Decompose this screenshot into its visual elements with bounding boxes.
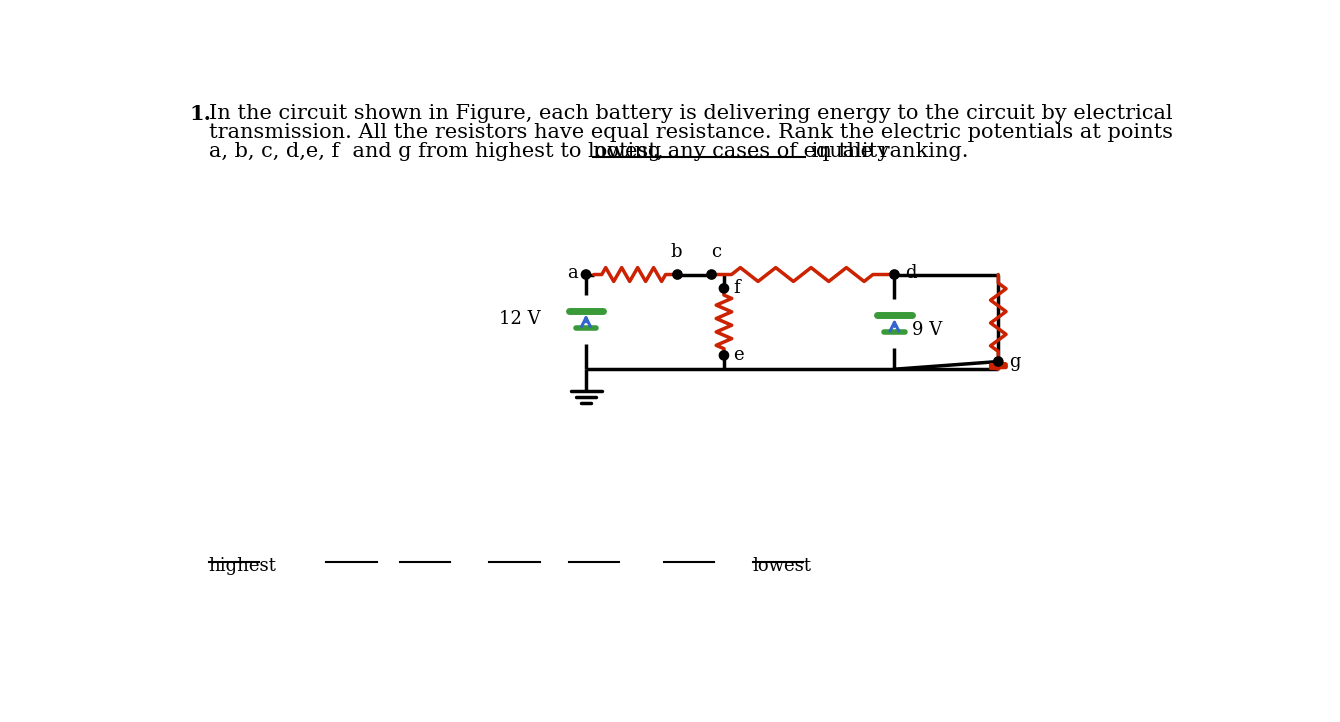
Circle shape [890, 270, 899, 279]
Text: In the circuit shown in Figure, each battery is delivering energy to the circuit: In the circuit shown in Figure, each bat… [209, 103, 1172, 123]
Text: f: f [733, 279, 740, 297]
Circle shape [720, 351, 729, 360]
Text: transmission. All the resistors have equal resistance. Rank the electric potenti: transmission. All the resistors have equ… [209, 123, 1172, 142]
Text: a, b, c, d,e, f  and g from highest to lowest,: a, b, c, d,e, f and g from highest to lo… [209, 142, 670, 161]
Text: lowest: lowest [753, 557, 812, 575]
Circle shape [708, 270, 716, 279]
Text: 1.: 1. [189, 103, 212, 123]
Text: a: a [568, 264, 579, 282]
Text: c: c [712, 243, 721, 261]
Text: 12 V: 12 V [500, 310, 541, 329]
Text: e: e [733, 347, 744, 365]
Text: highest: highest [209, 557, 276, 575]
Text: 9 V: 9 V [911, 321, 942, 339]
Text: in the ranking.: in the ranking. [805, 142, 969, 161]
Text: b: b [670, 243, 682, 261]
Circle shape [582, 270, 591, 279]
Text: g: g [1009, 352, 1021, 370]
Text: noting any cases of equality: noting any cases of equality [594, 142, 890, 161]
Circle shape [720, 284, 729, 293]
Circle shape [994, 357, 1002, 366]
Circle shape [673, 270, 682, 279]
Text: d: d [906, 264, 917, 282]
